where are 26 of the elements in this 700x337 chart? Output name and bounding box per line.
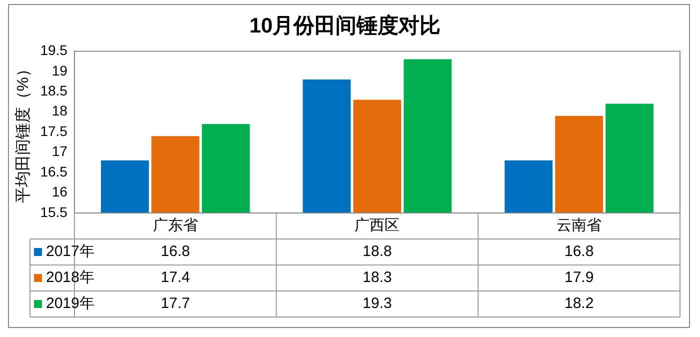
data-label: 17.4 — [160, 269, 190, 286]
x-tick-label: 广西区 — [354, 217, 400, 234]
data-label: 18.8 — [362, 243, 392, 260]
y-tick-label: 17.5 — [40, 122, 68, 139]
x-tick-label: 云南省 — [556, 217, 602, 234]
data-label: 18.2 — [564, 295, 594, 312]
data-label: 17.7 — [160, 295, 190, 312]
y-axis-title: 平均田间锤度（%） — [14, 60, 32, 204]
y-tick-label: 17 — [52, 143, 68, 160]
y-tick-label: 15.5 — [40, 204, 68, 220]
y-tick-label: 16.5 — [40, 163, 68, 180]
y-tick-label: 18 — [52, 102, 68, 119]
data-label: 16.8 — [564, 243, 594, 260]
y-tick-label: 18.5 — [40, 82, 68, 99]
data-label: 16.8 — [160, 243, 190, 260]
data-label: 17.9 — [564, 269, 594, 286]
legend-label: 2019年 — [46, 295, 94, 312]
x-tick-label: 广东省 — [152, 217, 198, 234]
y-tick-label: 19 — [52, 62, 68, 78]
chart-title: 10月份田间锤度对比 — [249, 13, 441, 38]
data-label: 18.3 — [362, 269, 392, 286]
y-tick-label: 19.5 — [40, 42, 68, 58]
legend-label: 2017年 — [46, 243, 94, 260]
data-label: 19.3 — [362, 295, 392, 312]
legend-label: 2018年 — [46, 269, 94, 286]
y-tick-label: 16 — [52, 184, 68, 200]
